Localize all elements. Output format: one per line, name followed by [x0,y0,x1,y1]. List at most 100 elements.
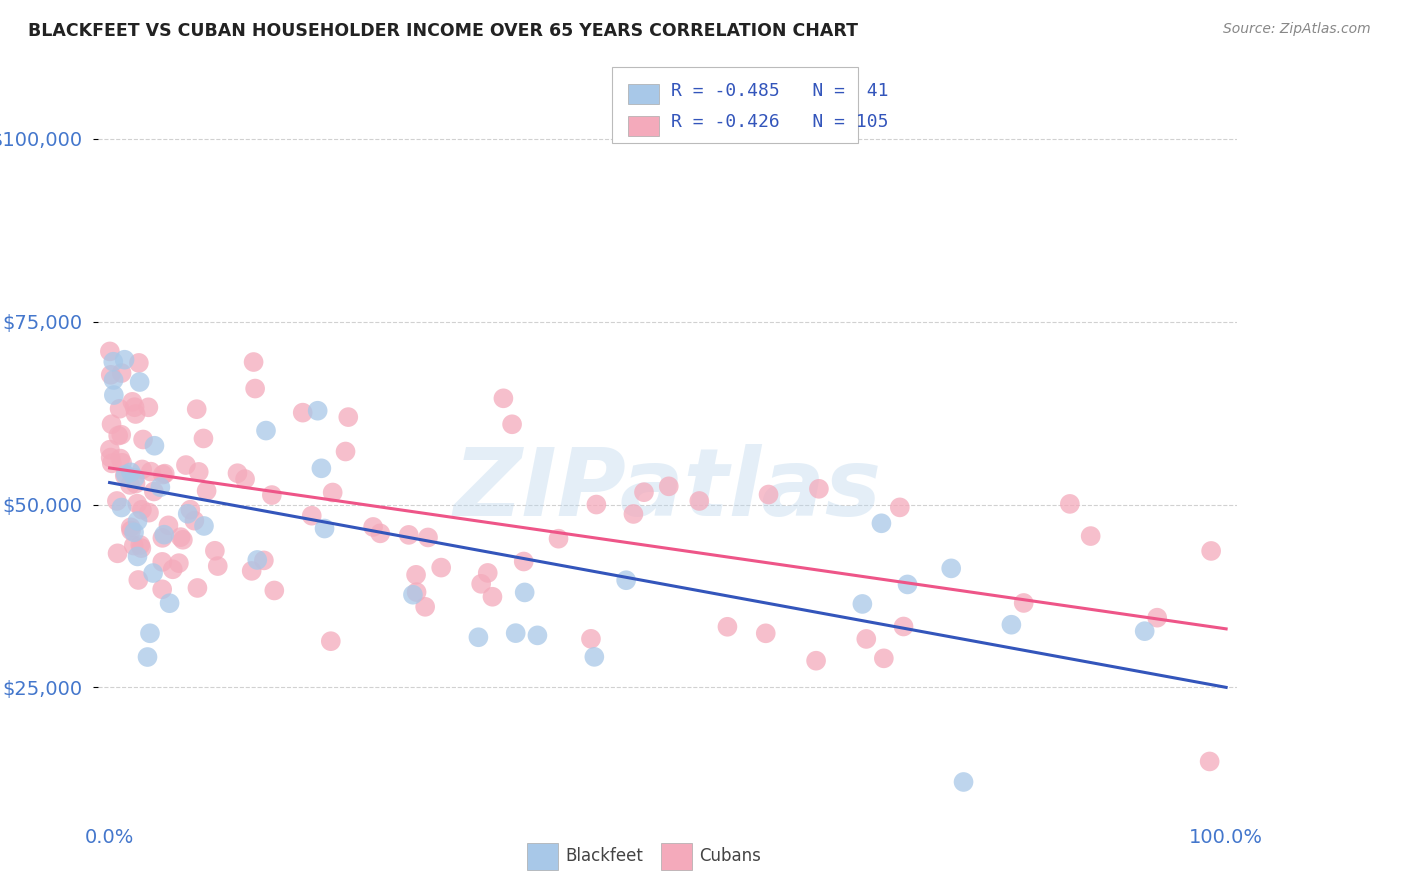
Point [240,564,263,578]
Point [152,467,174,482]
Point [162,562,184,576]
Point [851,597,873,611]
Point [633,485,655,500]
Point [1146,610,1168,624]
Point [405,567,427,582]
Point [319,634,342,648]
Point [127,497,149,511]
Point [337,410,360,425]
Point [187,465,209,479]
Point [186,581,208,595]
Point [110,427,132,442]
Point [98,442,121,457]
Point [402,588,425,602]
Point [183,514,205,528]
Point [128,356,150,370]
Point [169,530,191,544]
Point [107,546,129,560]
Point [623,507,645,521]
Point [242,355,264,369]
Point [124,400,146,414]
Point [585,498,607,512]
Point [492,392,515,406]
Point [108,401,131,416]
Point [150,582,173,597]
Point [501,417,523,432]
Point [120,520,142,534]
Point [855,632,877,646]
Point [131,462,153,476]
Point [127,573,149,587]
Text: R = -0.485   N =  41: R = -0.485 N = 41 [671,82,889,100]
Text: ZIPatlas: ZIPatlas [454,444,882,536]
Point [100,456,122,470]
Point [405,585,427,599]
Point [716,620,738,634]
Point [1198,755,1220,769]
Point [952,775,974,789]
Point [100,368,122,382]
Point [688,494,710,508]
Point [430,560,453,574]
Point [120,524,142,538]
Point [138,506,160,520]
Point [114,467,136,482]
Point [153,527,176,541]
Point [547,532,569,546]
Point [416,531,439,545]
Text: R = -0.426   N = 105: R = -0.426 N = 105 [671,113,889,131]
Point [193,432,215,446]
Point [470,577,492,591]
Point [153,467,176,481]
Point [873,651,896,665]
Point [1080,529,1102,543]
Point [889,500,911,515]
Point [1000,617,1022,632]
Point [138,401,160,415]
Point [132,433,155,447]
Point [159,596,181,610]
Text: Blackfeet: Blackfeet [565,847,643,865]
Point [122,539,145,553]
Point [124,407,146,421]
Point [120,466,142,480]
Point [150,531,173,545]
Point [505,626,527,640]
Point [807,482,830,496]
Point [193,519,215,533]
Point [103,355,125,369]
Point [322,485,344,500]
Point [174,458,197,472]
Point [253,553,276,567]
Point [758,487,780,501]
Point [291,406,314,420]
Point [467,630,489,644]
Point [398,528,420,542]
Point [233,472,256,486]
Point [941,561,963,575]
Point [1012,596,1035,610]
Point [129,538,152,552]
Point [100,417,122,432]
Point [301,508,323,523]
Point [127,549,149,564]
Point [103,388,125,402]
Point [477,566,499,580]
Point [870,516,893,531]
Point [896,577,918,591]
Point [1059,497,1081,511]
Point [186,402,208,417]
Point [157,518,180,533]
Point [361,520,384,534]
Point [110,366,132,380]
Point [128,375,150,389]
Point [177,507,200,521]
Point [179,502,201,516]
Point [98,344,121,359]
Point [136,650,159,665]
Point [131,502,153,516]
Point [254,424,277,438]
Point [243,382,266,396]
Point [139,465,162,479]
Point [1199,544,1222,558]
